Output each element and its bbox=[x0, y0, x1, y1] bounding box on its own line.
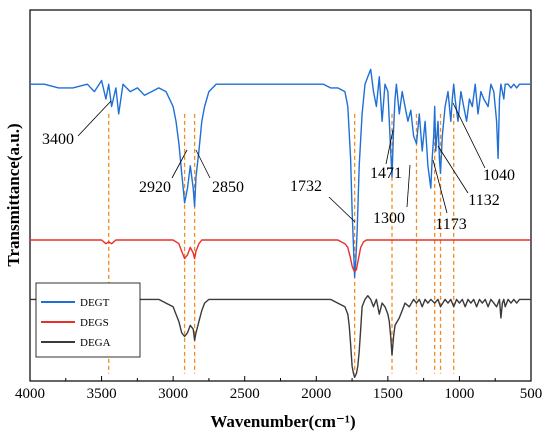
x-axis: 4000 3500 3000 2500 2000 1500 1000 500 bbox=[15, 376, 542, 402]
x-tick-label: 4000 bbox=[15, 386, 45, 402]
legend-label: DEGA bbox=[80, 337, 111, 349]
reference-lines bbox=[108, 113, 455, 374]
annotation-leader bbox=[385, 129, 394, 165]
annotation-leader bbox=[328, 196, 356, 223]
peak-annotation: 1300 bbox=[373, 210, 405, 227]
peak-annotation: 1173 bbox=[435, 216, 466, 233]
x-tick-label: 2500 bbox=[230, 386, 260, 402]
x-tick-label: 3500 bbox=[87, 386, 117, 402]
series-line-degs bbox=[30, 239, 531, 273]
peak-annotation: 3400 bbox=[42, 131, 74, 148]
peak-annotation: 1132 bbox=[468, 192, 499, 209]
annotation-leader bbox=[171, 149, 188, 179]
series-lines bbox=[30, 68, 531, 378]
y-axis-label: Transmittance(a.u.) bbox=[4, 123, 23, 266]
series-line-dega bbox=[30, 295, 531, 378]
x-axis-label: Wavenumber(cm⁻¹) bbox=[210, 412, 355, 431]
annotation-leader bbox=[77, 100, 112, 137]
peak-annotation: 1040 bbox=[483, 167, 515, 184]
legend-label: DEGT bbox=[80, 297, 110, 309]
x-tick-label: 2000 bbox=[301, 386, 331, 402]
series-line-degt bbox=[30, 68, 531, 278]
annotation-leader bbox=[437, 145, 469, 194]
annotation-leader bbox=[195, 149, 211, 179]
x-tick-label: 3000 bbox=[158, 386, 188, 402]
x-tick-label: 1500 bbox=[373, 386, 403, 402]
legend: DEGT DEGS DEGA bbox=[35, 282, 141, 358]
annotation-leader bbox=[432, 159, 448, 214]
legend-box bbox=[35, 282, 141, 358]
x-tick-label: 500 bbox=[520, 386, 543, 402]
annotation-leader bbox=[406, 164, 411, 208]
peak-annotation: 1732 bbox=[290, 178, 322, 195]
peak-annotation: 2920 bbox=[139, 179, 171, 196]
peak-annotation: 1471 bbox=[370, 165, 402, 182]
legend-label: DEGS bbox=[80, 317, 109, 329]
x-tick-label: 1000 bbox=[444, 386, 474, 402]
annotation-leader bbox=[452, 102, 486, 169]
peak-annotation: 2850 bbox=[212, 179, 244, 196]
